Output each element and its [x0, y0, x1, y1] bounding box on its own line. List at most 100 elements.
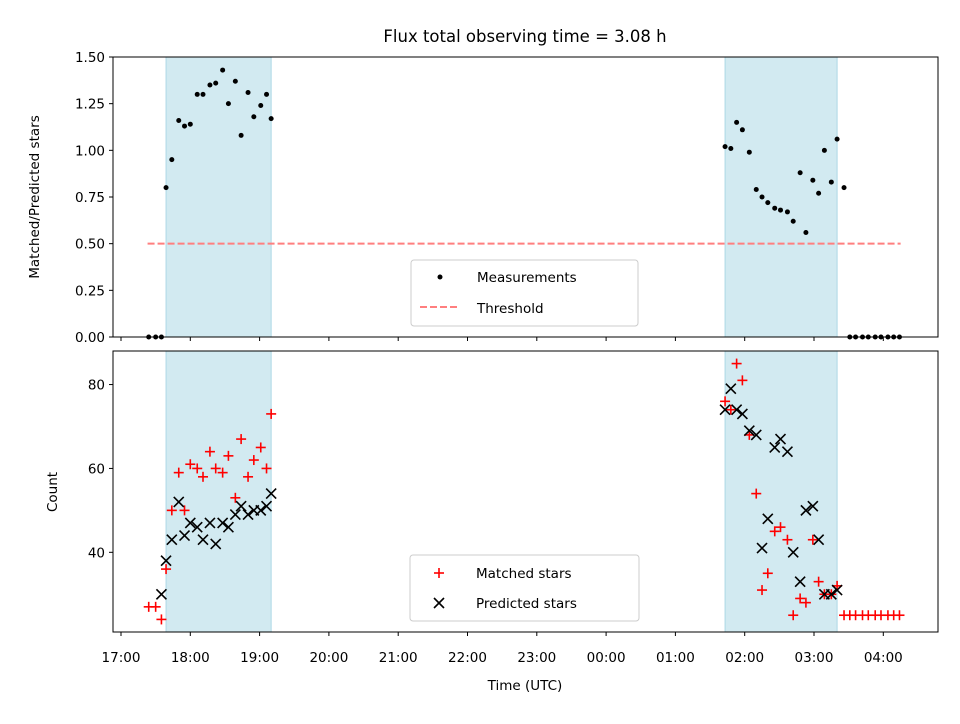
observing-window-1 — [165, 56, 272, 338]
count-x-tick-label: 00:00 — [587, 650, 626, 666]
measurement-point — [238, 132, 244, 138]
matched-star-point — [762, 568, 773, 579]
legend-threshold-label: Threshold — [476, 301, 544, 317]
matched-star-point — [813, 576, 824, 587]
predicted-star-point — [160, 555, 172, 567]
ratio-y-tick-label: 1.50 — [75, 50, 105, 66]
measurement-point — [220, 67, 226, 73]
matched-star-point — [198, 471, 209, 482]
measurement-point — [810, 177, 816, 183]
matched-star-point — [720, 396, 731, 407]
predicted-star-point — [736, 408, 748, 420]
matched-star-point — [800, 597, 811, 608]
matched-star-point — [204, 446, 215, 457]
predicted-star-point — [794, 576, 806, 588]
count-legend-box — [409, 554, 640, 622]
count-panel-frame — [112, 350, 939, 633]
predicted-star-point — [210, 538, 222, 550]
matched-star-point — [185, 459, 196, 470]
measurement-point — [194, 91, 200, 97]
legend-matched-marker — [434, 568, 444, 578]
measurement-point — [232, 78, 238, 84]
count-legend: Matched stars Predicted stars — [409, 554, 640, 622]
measurement-point — [734, 119, 740, 125]
matched-star-point — [210, 463, 221, 474]
measurement-point — [797, 170, 803, 176]
predicted-star-point — [774, 433, 787, 445]
measurement-point — [784, 209, 790, 215]
predicted-star-point — [807, 500, 819, 512]
count-x-tick-label: 19:00 — [240, 650, 279, 666]
count-x-tick-label: 20:00 — [309, 650, 348, 666]
predicted-star-point — [235, 500, 247, 512]
measurement-point — [739, 127, 745, 133]
count-x-tick-label: 23:00 — [517, 650, 556, 666]
count-x-tick-label: 01:00 — [656, 650, 695, 666]
matched-star-point — [217, 467, 228, 478]
predicted-star-point — [769, 441, 781, 454]
matched-star-point — [751, 488, 762, 499]
legend-measurements-marker — [437, 274, 443, 280]
legend-predicted-label: Predicted stars — [476, 596, 577, 612]
matched-star-point — [261, 463, 272, 474]
predicted-star-point — [191, 521, 203, 533]
matched-star-point — [894, 610, 905, 621]
count-x-tick-label: 21:00 — [379, 650, 418, 666]
matched-star-point — [166, 505, 177, 516]
measurement-point — [803, 229, 809, 235]
measurement-point — [245, 89, 251, 95]
matched-star-point — [731, 358, 742, 369]
measurement-point — [778, 207, 784, 213]
predicted-star-point — [787, 546, 799, 558]
predicted-star-point — [731, 404, 743, 416]
ratio-y-tick-label: 0.00 — [75, 330, 105, 346]
predicted-star-point — [166, 534, 178, 546]
matched-star-point — [757, 585, 768, 596]
predicted-star-point — [756, 542, 768, 554]
legend-matched-label: Matched stars — [476, 566, 572, 582]
measurement-point — [746, 149, 752, 155]
ratio-legend-box — [410, 259, 639, 327]
matched-star-point — [266, 408, 277, 419]
ratio-y-tick-label: 0.25 — [75, 283, 105, 299]
measurement-point — [828, 179, 834, 185]
ratio-y-tick-label: 1.00 — [75, 143, 105, 159]
predicted-star-point — [725, 383, 737, 395]
measurement-point — [264, 91, 270, 97]
count-y-tick-label: 60 — [88, 461, 105, 477]
count-y-axis-label: Count — [45, 472, 61, 512]
ratio-y-axis-label: Matched/Predicted stars — [27, 115, 43, 278]
predicted-star-point — [825, 588, 837, 600]
matched-star-point — [782, 534, 793, 545]
predicted-star-point — [184, 517, 196, 529]
measurement-point — [821, 147, 827, 153]
matched-star-point — [236, 434, 247, 445]
count-x-tick-label: 03:00 — [795, 650, 834, 666]
predicted-star-point — [204, 517, 216, 529]
ratio-y-tick-label: 0.75 — [75, 190, 105, 206]
predicted-star-point — [800, 504, 812, 516]
count-x-tick-label: 17:00 — [102, 650, 141, 666]
predicted-star-point — [178, 529, 191, 542]
measurement-point — [251, 114, 257, 120]
matched-star-point — [737, 375, 748, 386]
matched-star-point — [150, 601, 161, 612]
predicted-star-point — [222, 521, 234, 533]
matched-star-point — [725, 404, 736, 415]
matched-star-point — [192, 463, 203, 474]
predicted-star-point — [743, 425, 755, 437]
count-x-tick-label: 04:00 — [864, 650, 903, 666]
count-y-tick-label: 40 — [88, 545, 105, 561]
chart-title: Flux total observing time = 3.08 h — [383, 27, 666, 46]
measurement-point — [268, 116, 274, 122]
observing-window-1 — [165, 350, 272, 633]
matched-star-point — [775, 522, 786, 533]
predicted-star-point — [229, 509, 241, 521]
matched-star-point — [255, 442, 266, 453]
measurement-point — [790, 218, 796, 224]
predicted-star-point — [750, 429, 762, 441]
predicted-star-point — [813, 534, 825, 546]
measurement-point — [772, 205, 778, 211]
x-axis-label: Time (UTC) — [487, 678, 563, 694]
